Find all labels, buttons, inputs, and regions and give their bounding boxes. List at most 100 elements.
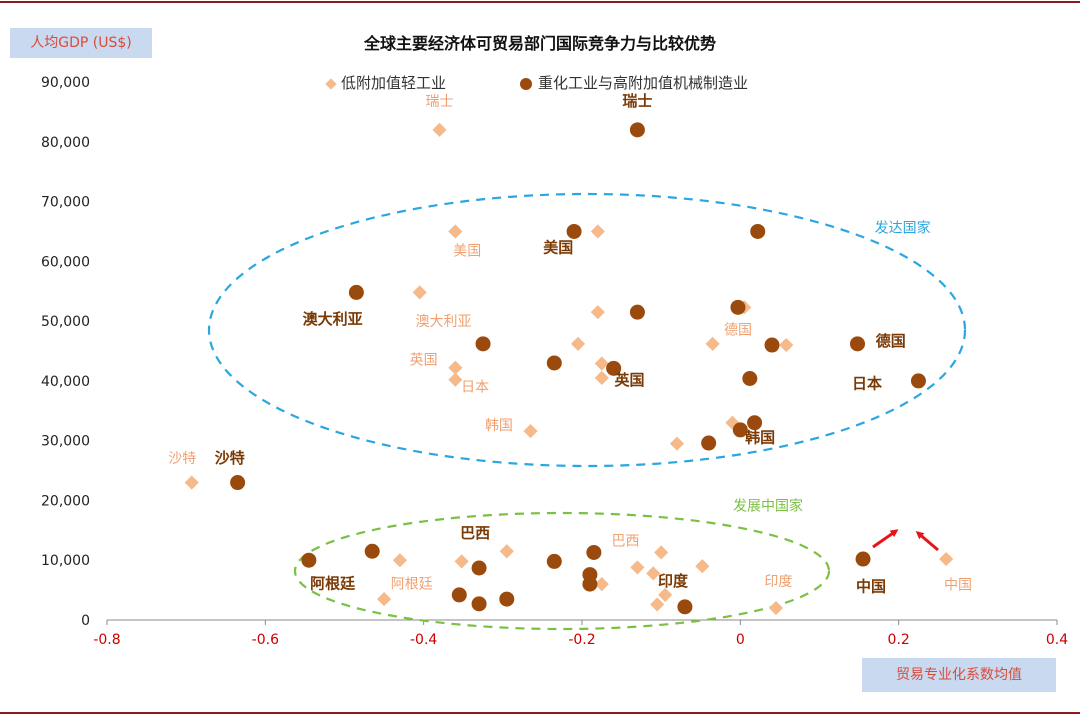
- country-label: 韩国: [745, 428, 775, 446]
- heavy-industry-point: [701, 435, 717, 451]
- country-label: 英国: [614, 371, 644, 389]
- heavy-industry-point: [471, 596, 487, 612]
- light-industry-point: [594, 356, 609, 371]
- heavy-industry-point: [582, 576, 598, 592]
- legend-label-heavy: 重化工业与高附加值机械制造业: [538, 74, 749, 92]
- legend-item-light-industry: 低附加值轻工业: [325, 72, 446, 93]
- x-tick-label: -0.4: [410, 632, 437, 648]
- light-industry-point: [705, 336, 720, 351]
- x-tick-label: 0.2: [888, 632, 910, 648]
- light-industry-point: [779, 337, 794, 353]
- heavy-industry-point: [750, 223, 766, 239]
- light-industry-point: [654, 545, 669, 560]
- bottom-rule: [0, 712, 1080, 714]
- country-label: 阿根廷: [310, 574, 356, 592]
- heavy-industry-point: [230, 475, 246, 491]
- light-industry-point: [377, 592, 392, 607]
- heavy-industry-point: [546, 355, 562, 371]
- developed-group-label: 发达国家: [875, 220, 931, 237]
- heavy-industry-point: [747, 415, 763, 431]
- country-label: 美国: [453, 243, 481, 259]
- country-label: 中国: [944, 578, 972, 594]
- country-label: 德国: [724, 322, 752, 338]
- light-industry-point: [184, 475, 199, 490]
- country-label: 日本: [852, 375, 882, 393]
- light-industry-point: [454, 554, 469, 569]
- light-industry-point: [630, 560, 645, 575]
- y-tick-label: 10,000: [41, 553, 90, 569]
- country-label: 澳大利亚: [415, 314, 471, 330]
- heavy-industry-point: [471, 560, 487, 576]
- country-label: 德国: [876, 332, 906, 350]
- light-industry-point: [939, 551, 954, 567]
- light-industry-point: [650, 597, 665, 612]
- heavy-industry-point: [586, 544, 602, 560]
- heavy-industry-point: [677, 599, 693, 615]
- light-industry-point: [523, 424, 538, 439]
- light-industry-point: [392, 553, 407, 568]
- light-industry-point: [448, 224, 463, 239]
- arrow-light-china: [915, 531, 939, 552]
- x-tick-label: -0.2: [568, 632, 595, 648]
- light-industry-point: [646, 566, 661, 581]
- country-label: 巴西: [612, 533, 640, 549]
- arrow-heavy-china: [872, 529, 899, 549]
- heavy-industry-point: [742, 370, 758, 386]
- x-tick-label: 0.4: [1046, 632, 1068, 648]
- light-industry-point: [590, 224, 605, 239]
- legend-item-heavy-industry: 重化工业与高附加值机械制造业: [520, 72, 748, 93]
- y-tick-label: 30,000: [41, 434, 90, 450]
- country-label: 韩国: [485, 418, 513, 434]
- top-rule: [0, 1, 1080, 3]
- y-tick-label: 90,000: [41, 75, 90, 91]
- heavy-industry-point: [855, 551, 871, 567]
- y-tick-label: 60,000: [41, 254, 90, 270]
- heavy-industry-point: [910, 373, 926, 389]
- country-label: 阿根廷: [391, 576, 433, 592]
- light-industry-point: [590, 305, 605, 320]
- developing-countries-ellipse: [293, 511, 831, 631]
- light-industry-point: [594, 370, 609, 385]
- y-tick-label: 50,000: [41, 314, 90, 330]
- country-label: 英国: [410, 352, 438, 369]
- x-tick-label: -0.8: [93, 632, 120, 648]
- heavy-industry-point: [566, 223, 582, 239]
- light-industry-point: [768, 600, 784, 616]
- y-axis-label: 人均GDP (US$): [10, 28, 152, 58]
- heavy-industry-point: [499, 591, 515, 607]
- y-tick-label: 20,000: [41, 493, 90, 509]
- heavy-industry-point: [732, 422, 748, 438]
- light-industry-point: [658, 587, 673, 602]
- light-industry-point: [448, 360, 463, 375]
- country-label: 中国: [856, 577, 886, 595]
- heavy-industry-point: [730, 299, 746, 315]
- x-axis-label: 贸易专业化系数均值: [862, 658, 1056, 692]
- light-industry-point: [412, 285, 427, 300]
- country-label: 印度: [764, 574, 792, 590]
- heavy-industry-point: [606, 360, 622, 376]
- country-label: 印度: [658, 572, 689, 590]
- developing-group-label: 发展中国家: [733, 498, 803, 515]
- legend-circle-icon: [520, 77, 532, 90]
- developed-countries-ellipse: [207, 192, 967, 468]
- heavy-industry-point: [475, 336, 491, 352]
- light-industry-point: [695, 559, 710, 574]
- country-label: 日本: [461, 380, 489, 396]
- country-label: 澳大利亚: [303, 310, 363, 328]
- heavy-industry-point: [301, 552, 317, 568]
- country-label: 瑞士: [426, 94, 454, 110]
- heavy-industry-point: [629, 304, 645, 320]
- heavy-industry-point: [764, 337, 780, 353]
- chart-title: 全球主要经济体可贸易部门国际竞争力与比较优势: [363, 34, 716, 53]
- x-tick-label: -0.6: [252, 632, 279, 648]
- country-label: 沙特: [215, 449, 245, 467]
- country-label: 美国: [543, 238, 573, 256]
- y-tick-label: 80,000: [41, 135, 90, 151]
- country-label: 瑞士: [622, 92, 652, 110]
- light-industry-point: [448, 372, 463, 387]
- country-label: 沙特: [168, 451, 196, 467]
- heavy-industry-point: [451, 587, 467, 603]
- light-industry-point: [570, 336, 586, 351]
